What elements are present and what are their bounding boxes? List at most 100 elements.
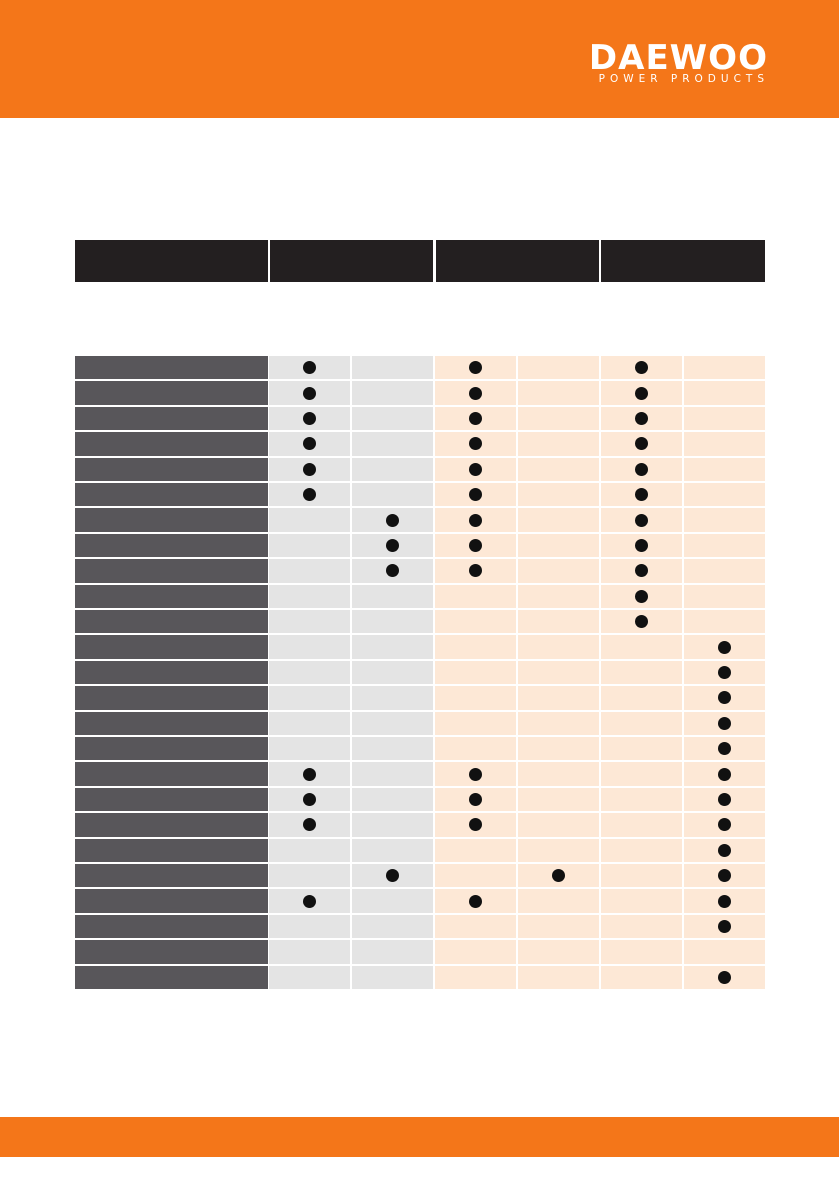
cell <box>269 610 350 634</box>
dot <box>302 793 316 806</box>
dot <box>717 970 731 984</box>
dot <box>717 691 731 705</box>
dot <box>634 513 648 527</box>
dot <box>634 615 648 629</box>
row-label-cell <box>75 635 268 659</box>
dot <box>385 869 399 883</box>
dot <box>717 666 731 679</box>
cell <box>352 356 433 380</box>
header-bar <box>0 0 839 118</box>
cell <box>352 889 433 913</box>
dot <box>717 640 731 654</box>
row-label-cell <box>75 356 268 380</box>
row-label-cell <box>75 787 268 812</box>
cell <box>518 838 599 862</box>
dot <box>634 488 648 502</box>
cell <box>518 508 599 532</box>
cell <box>435 610 516 634</box>
dot <box>385 513 399 527</box>
cell <box>269 940 350 964</box>
cell <box>601 889 682 913</box>
cell <box>684 533 765 558</box>
row-label-cell <box>75 584 268 608</box>
cell <box>352 381 433 405</box>
dot <box>385 539 399 552</box>
dot <box>551 869 565 883</box>
cell <box>269 533 350 558</box>
cell <box>435 584 516 608</box>
row-label-cell <box>75 737 268 761</box>
cell <box>352 660 433 685</box>
row-label-cell <box>75 762 268 786</box>
cell <box>269 559 350 583</box>
dot <box>717 767 731 781</box>
cell <box>684 610 765 634</box>
footer-bar <box>0 1117 839 1157</box>
cell <box>684 457 765 481</box>
tagline: POWER PRODUCTS <box>598 73 769 85</box>
row-label-cell <box>75 940 268 964</box>
dot <box>468 437 482 451</box>
dot <box>634 462 648 476</box>
dot <box>634 412 648 425</box>
cell <box>684 559 765 583</box>
dot <box>385 564 399 578</box>
dot <box>468 818 482 832</box>
cell <box>518 610 599 634</box>
row-label-cell <box>75 965 268 989</box>
dot <box>302 767 316 781</box>
dot <box>717 818 731 832</box>
cell <box>518 483 599 507</box>
dot <box>717 716 731 730</box>
dot <box>302 437 316 451</box>
cell <box>518 559 599 583</box>
cell <box>352 483 433 507</box>
cell <box>352 762 433 786</box>
row-label-cell <box>75 864 268 888</box>
row-label-cell <box>75 838 268 862</box>
dot <box>717 894 731 908</box>
cell <box>601 940 682 964</box>
row-label-cell <box>75 559 268 583</box>
cell <box>269 864 350 888</box>
cell <box>684 381 765 405</box>
cell <box>518 660 599 685</box>
cell <box>518 533 599 558</box>
cell <box>352 914 433 939</box>
dot <box>468 767 482 781</box>
cell <box>352 457 433 481</box>
cell <box>352 737 433 761</box>
cell <box>352 838 433 862</box>
cell <box>601 762 682 786</box>
cell <box>435 635 516 659</box>
row-label-cell <box>75 914 268 939</box>
cell <box>269 635 350 659</box>
row-label-cell <box>75 711 268 735</box>
cell <box>601 660 682 685</box>
dot <box>468 894 482 908</box>
dot <box>634 589 648 603</box>
dot <box>302 818 316 832</box>
dot <box>302 412 316 425</box>
cell <box>518 711 599 735</box>
cell <box>684 432 765 456</box>
cell <box>352 584 433 608</box>
cell <box>518 965 599 989</box>
table-head <box>436 240 599 282</box>
cell <box>435 914 516 939</box>
cell <box>269 584 350 608</box>
row-label-cell <box>75 889 268 913</box>
cell <box>269 914 350 939</box>
cell <box>601 686 682 710</box>
dot <box>717 843 731 857</box>
cell <box>269 838 350 862</box>
dot <box>302 894 316 908</box>
cell <box>518 686 599 710</box>
cell <box>684 356 765 380</box>
cell <box>352 635 433 659</box>
cell <box>435 660 516 685</box>
dot <box>468 564 482 578</box>
row-label-cell <box>75 533 268 558</box>
cell <box>269 965 350 989</box>
